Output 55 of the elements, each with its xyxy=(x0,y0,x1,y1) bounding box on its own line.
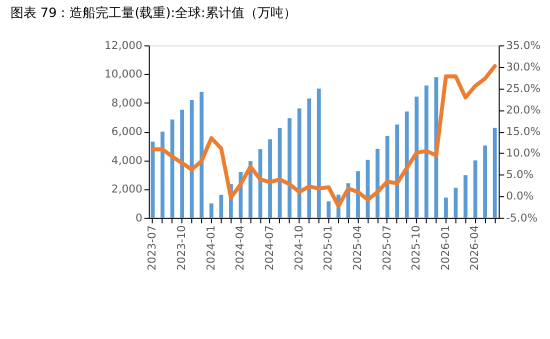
y2-tick-label: 5.0% xyxy=(506,168,534,182)
chart-title: 图表 79：造船完工量(载重):全球:累计值（万吨） xyxy=(10,4,296,21)
y2-tick-label: 20.0% xyxy=(506,103,541,116)
y-tick-label: 6,000 xyxy=(111,125,143,138)
x-tick-label: 2024-07 xyxy=(262,225,276,270)
bar xyxy=(483,146,488,218)
bar xyxy=(404,111,409,218)
x-tick-label: 2026-04 xyxy=(468,225,482,270)
y2-tick-label: 10.0% xyxy=(506,146,541,160)
bar xyxy=(219,194,224,218)
bar xyxy=(376,148,380,218)
x-tick-label: 2026-01 xyxy=(438,225,452,270)
bar xyxy=(278,128,282,218)
bar xyxy=(464,175,468,218)
y2-tick-label: 15.0% xyxy=(506,125,541,138)
line-series xyxy=(150,64,497,208)
bar xyxy=(268,139,272,218)
x-tick-label: 2024-04 xyxy=(234,225,247,270)
y-tick-label: 0 xyxy=(136,211,143,224)
x-tick-label: 2023-10 xyxy=(175,225,188,270)
bar xyxy=(492,128,497,218)
bar xyxy=(160,132,164,218)
x-tick-label: 2024-01 xyxy=(204,225,218,270)
bar xyxy=(307,98,312,218)
bar xyxy=(209,203,214,218)
bar xyxy=(190,100,194,218)
bar xyxy=(395,124,400,218)
y-tick-label: 2,000 xyxy=(111,182,143,196)
x-tick-label: 2023-07 xyxy=(146,225,159,270)
x-tick-label: 2025-04 xyxy=(350,225,364,270)
y2-tick-label: 0.0% xyxy=(506,190,534,203)
bar xyxy=(288,118,292,218)
x-tick-label: 2024-10 xyxy=(292,225,306,270)
bar xyxy=(180,110,184,218)
y-tick-label: 10,000 xyxy=(104,68,143,81)
y2-tick-label: 25.0% xyxy=(506,82,541,95)
x-tick-label: 2025-10 xyxy=(410,225,423,270)
x-tick-label: 2025-07 xyxy=(380,225,394,270)
y-tick-label: 4,000 xyxy=(111,154,143,167)
y2-tick-label: 35.0% xyxy=(506,38,541,52)
bar xyxy=(316,88,321,218)
bar xyxy=(326,201,331,218)
bar xyxy=(200,92,204,218)
bar xyxy=(473,160,478,218)
y-tick-label: 12,000 xyxy=(104,38,143,52)
bar xyxy=(424,85,428,218)
x-tick-label: 2025-01 xyxy=(322,225,335,270)
bar xyxy=(297,108,302,218)
y-tick-label: 8,000 xyxy=(111,96,143,110)
bar xyxy=(356,171,360,218)
y2-tick-label: 30.0% xyxy=(506,60,541,74)
bar xyxy=(385,136,390,218)
y2-tick-label: -5.0% xyxy=(506,211,538,224)
bar xyxy=(444,198,448,218)
bar xyxy=(414,96,419,218)
